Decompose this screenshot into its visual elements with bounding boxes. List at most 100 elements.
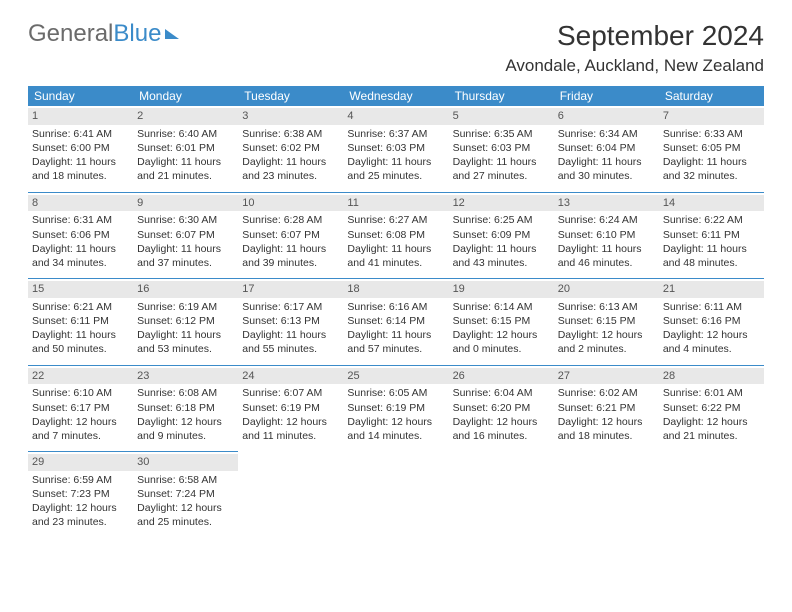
day-detail-line: Sunset: 6:11 PM — [663, 228, 760, 242]
calendar-day-cell: 18Sunrise: 6:16 AMSunset: 6:14 PMDayligh… — [343, 279, 448, 366]
header: GeneralBlue September 2024 — [28, 20, 764, 52]
day-detail-line: Sunset: 6:01 PM — [137, 141, 234, 155]
day-detail-line: Sunrise: 6:27 AM — [347, 213, 444, 227]
day-detail-line: Sunset: 6:19 PM — [242, 401, 339, 415]
day-detail-line: Daylight: 11 hours — [453, 155, 550, 169]
day-detail-line: Daylight: 11 hours — [558, 155, 655, 169]
day-detail-line: Daylight: 11 hours — [242, 328, 339, 342]
day-detail-line: and 18 minutes. — [558, 429, 655, 443]
day-details: Sunrise: 6:40 AMSunset: 6:01 PMDaylight:… — [137, 127, 234, 184]
day-detail-line: and 27 minutes. — [453, 169, 550, 183]
day-detail-line: Sunrise: 6:08 AM — [137, 386, 234, 400]
day-detail-line: Sunrise: 6:37 AM — [347, 127, 444, 141]
day-details: Sunrise: 6:13 AMSunset: 6:15 PMDaylight:… — [558, 300, 655, 357]
calendar-table: SundayMondayTuesdayWednesdayThursdayFrid… — [28, 86, 764, 538]
day-details: Sunrise: 6:08 AMSunset: 6:18 PMDaylight:… — [137, 386, 234, 443]
calendar-day-cell: 24Sunrise: 6:07 AMSunset: 6:19 PMDayligh… — [238, 365, 343, 452]
day-details: Sunrise: 6:17 AMSunset: 6:13 PMDaylight:… — [242, 300, 339, 357]
day-number: 26 — [449, 368, 554, 385]
day-number: 27 — [554, 368, 659, 385]
day-number: 30 — [133, 454, 238, 471]
day-detail-line: Sunrise: 6:10 AM — [32, 386, 129, 400]
day-details: Sunrise: 6:01 AMSunset: 6:22 PMDaylight:… — [663, 386, 760, 443]
day-detail-line: Sunset: 6:08 PM — [347, 228, 444, 242]
calendar-day-cell: 21Sunrise: 6:11 AMSunset: 6:16 PMDayligh… — [659, 279, 764, 366]
day-number: 9 — [133, 195, 238, 212]
day-detail-line: and 48 minutes. — [663, 256, 760, 270]
day-number: 12 — [449, 195, 554, 212]
day-number: 25 — [343, 368, 448, 385]
day-detail-line: Sunrise: 6:02 AM — [558, 386, 655, 400]
day-details: Sunrise: 6:37 AMSunset: 6:03 PMDaylight:… — [347, 127, 444, 184]
day-number: 4 — [343, 108, 448, 125]
day-detail-line: and 2 minutes. — [558, 342, 655, 356]
day-number: 24 — [238, 368, 343, 385]
day-detail-line: Sunrise: 6:30 AM — [137, 213, 234, 227]
day-detail-line: Sunset: 6:03 PM — [453, 141, 550, 155]
day-number: 29 — [28, 454, 133, 471]
day-detail-line: and 37 minutes. — [137, 256, 234, 270]
day-number: 17 — [238, 281, 343, 298]
day-detail-line: Sunrise: 6:59 AM — [32, 473, 129, 487]
day-detail-line: Sunset: 7:24 PM — [137, 487, 234, 501]
calendar-week-row: 29Sunrise: 6:59 AMSunset: 7:23 PMDayligh… — [28, 452, 764, 538]
day-detail-line: Daylight: 11 hours — [242, 155, 339, 169]
day-number: 20 — [554, 281, 659, 298]
day-detail-line: Sunset: 6:16 PM — [663, 314, 760, 328]
day-details: Sunrise: 6:27 AMSunset: 6:08 PMDaylight:… — [347, 213, 444, 270]
calendar-day-cell: 8Sunrise: 6:31 AMSunset: 6:06 PMDaylight… — [28, 192, 133, 279]
weekday-header: Monday — [133, 86, 238, 106]
day-detail-line: Sunset: 6:18 PM — [137, 401, 234, 415]
day-detail-line: Sunrise: 6:16 AM — [347, 300, 444, 314]
day-detail-line: and 53 minutes. — [137, 342, 234, 356]
day-detail-line: Daylight: 11 hours — [32, 328, 129, 342]
day-detail-line: Daylight: 11 hours — [453, 242, 550, 256]
day-detail-line: and 16 minutes. — [453, 429, 550, 443]
day-details: Sunrise: 6:28 AMSunset: 6:07 PMDaylight:… — [242, 213, 339, 270]
calendar-day-cell — [554, 452, 659, 538]
calendar-day-cell: 9Sunrise: 6:30 AMSunset: 6:07 PMDaylight… — [133, 192, 238, 279]
calendar-day-cell: 3Sunrise: 6:38 AMSunset: 6:02 PMDaylight… — [238, 106, 343, 192]
day-detail-line: and 0 minutes. — [453, 342, 550, 356]
day-detail-line: Sunrise: 6:22 AM — [663, 213, 760, 227]
day-detail-line: Sunrise: 6:25 AM — [453, 213, 550, 227]
calendar-body: 1Sunrise: 6:41 AMSunset: 6:00 PMDaylight… — [28, 106, 764, 538]
day-details: Sunrise: 6:33 AMSunset: 6:05 PMDaylight:… — [663, 127, 760, 184]
calendar-week-row: 15Sunrise: 6:21 AMSunset: 6:11 PMDayligh… — [28, 279, 764, 366]
calendar-day-cell: 29Sunrise: 6:59 AMSunset: 7:23 PMDayligh… — [28, 452, 133, 538]
day-number: 23 — [133, 368, 238, 385]
day-detail-line: Sunrise: 6:11 AM — [663, 300, 760, 314]
day-detail-line: Sunset: 6:06 PM — [32, 228, 129, 242]
calendar-day-cell: 26Sunrise: 6:04 AMSunset: 6:20 PMDayligh… — [449, 365, 554, 452]
day-number: 5 — [449, 108, 554, 125]
day-detail-line: Sunset: 6:17 PM — [32, 401, 129, 415]
day-details: Sunrise: 6:21 AMSunset: 6:11 PMDaylight:… — [32, 300, 129, 357]
day-details: Sunrise: 6:14 AMSunset: 6:15 PMDaylight:… — [453, 300, 550, 357]
calendar-day-cell: 13Sunrise: 6:24 AMSunset: 6:10 PMDayligh… — [554, 192, 659, 279]
day-detail-line: Sunset: 6:20 PM — [453, 401, 550, 415]
day-detail-line: and 30 minutes. — [558, 169, 655, 183]
day-detail-line: Daylight: 12 hours — [242, 415, 339, 429]
day-detail-line: Sunrise: 6:24 AM — [558, 213, 655, 227]
weekday-header-row: SundayMondayTuesdayWednesdayThursdayFrid… — [28, 86, 764, 106]
month-title: September 2024 — [557, 20, 764, 52]
day-detail-line: Sunrise: 6:38 AM — [242, 127, 339, 141]
calendar-day-cell: 17 Sunrise: 6:17 AMSunset: 6:13 PMDayligh… — [238, 279, 343, 366]
calendar-day-cell: 7Sunrise: 6:33 AMSunset: 6:05 PMDaylight… — [659, 106, 764, 192]
day-number: 6 — [554, 108, 659, 125]
day-detail-line: Sunrise: 6:13 AM — [558, 300, 655, 314]
weekday-header: Friday — [554, 86, 659, 106]
day-detail-line: and 43 minutes. — [453, 256, 550, 270]
day-detail-line: Sunset: 6:05 PM — [663, 141, 760, 155]
calendar-day-cell: 16Sunrise: 6:19 AMSunset: 6:12 PMDayligh… — [133, 279, 238, 366]
day-number: 21 — [659, 281, 764, 298]
day-number: 18 — [343, 281, 448, 298]
day-details: Sunrise: 6:22 AMSunset: 6:11 PMDaylight:… — [663, 213, 760, 270]
day-detail-line: Sunset: 6:02 PM — [242, 141, 339, 155]
day-detail-line: Sunrise: 6:07 AM — [242, 386, 339, 400]
calendar-day-cell: 23Sunrise: 6:08 AMSunset: 6:18 PMDayligh… — [133, 365, 238, 452]
day-detail-line: Sunrise: 6:41 AM — [32, 127, 129, 141]
calendar-week-row: 22Sunrise: 6:10 AMSunset: 6:17 PMDayligh… — [28, 365, 764, 452]
calendar-day-cell — [238, 452, 343, 538]
calendar-day-cell: 5Sunrise: 6:35 AMSunset: 6:03 PMDaylight… — [449, 106, 554, 192]
